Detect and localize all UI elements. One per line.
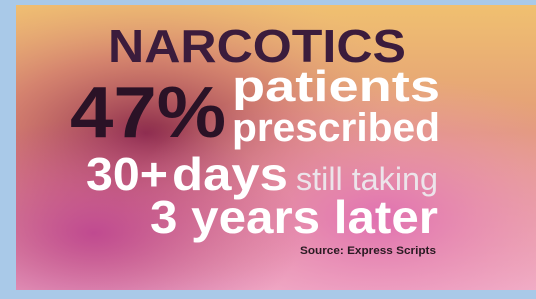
line-text: 3 years later <box>150 191 438 243</box>
page: NARCOTICS 47% patients prescribed 30+ da… <box>0 0 536 299</box>
figure: 47% <box>70 73 226 153</box>
line-word: prescribed <box>232 106 440 150</box>
source: Source: Express Scripts <box>300 245 436 257</box>
graphic: NARCOTICS 47% patients prescribed 30+ da… <box>0 0 536 299</box>
line-word: patients <box>232 62 440 111</box>
